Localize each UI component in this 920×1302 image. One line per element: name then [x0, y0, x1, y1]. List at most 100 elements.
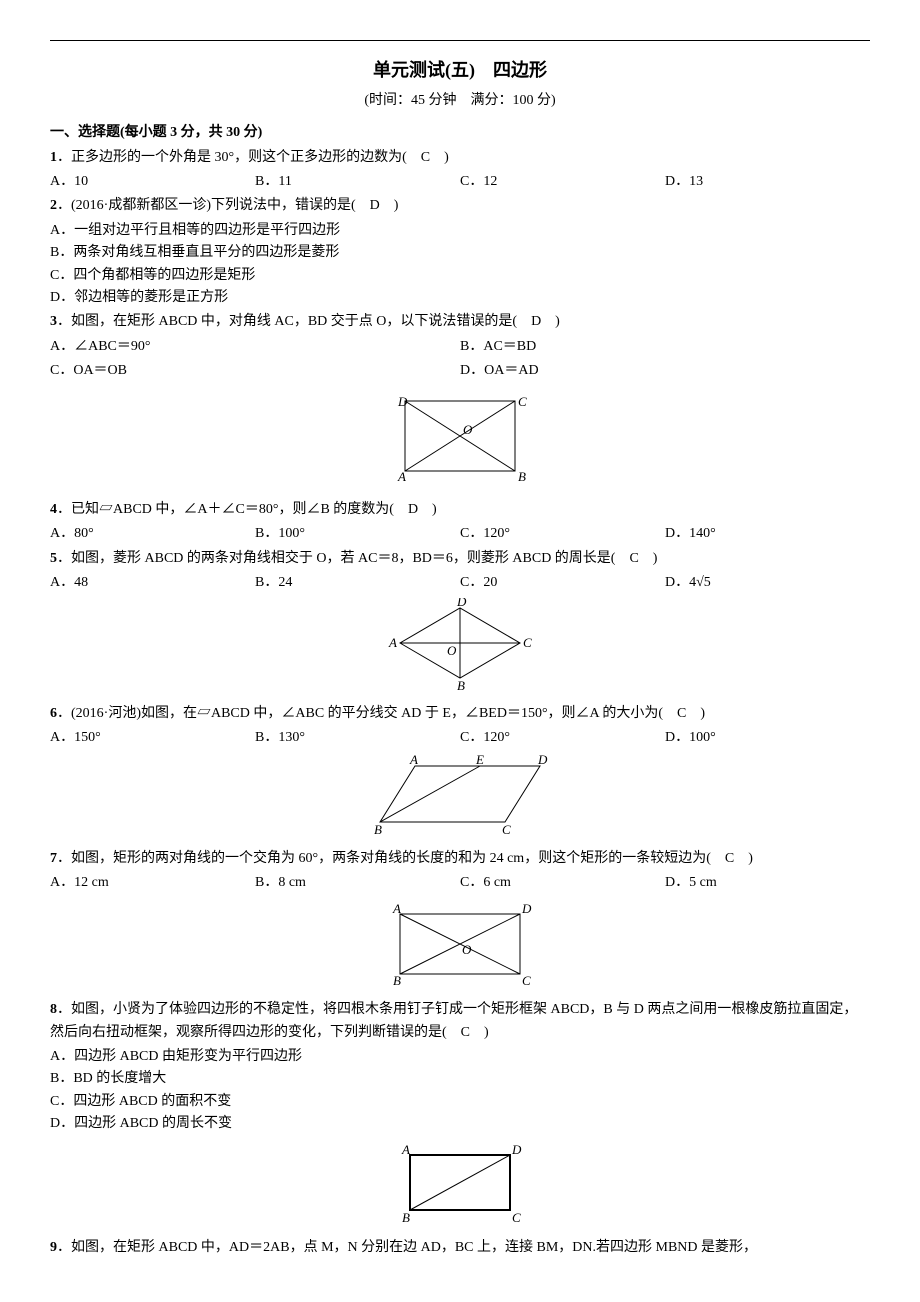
q6-opt-b: B．130°: [255, 727, 460, 749]
q7-text: ．如图，矩形的两对角线的一个交角为 60°，两条对角线的长度的和为 24 cm，…: [57, 851, 753, 866]
q7-opt-a: A．12 cm: [50, 872, 255, 894]
svg-text:E: E: [475, 754, 484, 767]
svg-text:D: D: [521, 901, 532, 916]
svg-text:C: C: [522, 973, 531, 987]
q3-opt-b: B．AC＝BD: [460, 336, 870, 358]
q6-figure: A E D B C: [50, 754, 870, 844]
q3-options-row1: A．∠ABC＝90° B．AC＝BD: [50, 336, 870, 358]
q7-num: 7: [50, 851, 57, 866]
svg-text:O: O: [447, 643, 457, 658]
svg-text:B: B: [518, 469, 526, 484]
rectangle-bd-icon: A D B C: [390, 1140, 530, 1225]
question-9: 9．如图，在矩形 ABCD 中，AD＝2AB，点 M，N 分别在边 AD，BC …: [50, 1237, 870, 1259]
q4-num: 4: [50, 502, 57, 517]
section-1-heading: 一、选择题(每小题 3 分，共 30 分): [50, 122, 870, 144]
svg-text:C: C: [518, 394, 527, 409]
rhombus-icon: A B C D O: [385, 598, 535, 690]
top-rule: [50, 40, 870, 41]
q2-opt-a: A．一组对边平行且相等的四边形是平行四边形: [50, 220, 870, 242]
q2-num: 2: [50, 198, 57, 213]
question-7: 7．如图，矩形的两对角线的一个交角为 60°，两条对角线的长度的和为 24 cm…: [50, 848, 870, 870]
q1-opt-b: B．11: [255, 171, 460, 193]
q8-opt-c: C．四边形 ABCD 的面积不变: [50, 1091, 870, 1113]
q1-options: A．10 B．11 C．12 D．13: [50, 171, 870, 193]
q2-text: ．(2016·成都新都区一诊)下列说法中，错误的是( D ): [57, 198, 398, 213]
q5-figure: A B C D O: [50, 598, 870, 698]
q7-opt-d: D．5 cm: [665, 872, 870, 894]
svg-text:A: A: [392, 901, 401, 916]
svg-text:B: B: [374, 822, 382, 836]
q1-num: 1: [50, 150, 57, 165]
q4-opt-d: D．140°: [665, 523, 870, 545]
q6-opt-c: C．120°: [460, 727, 665, 749]
question-1: 1．正多边形的一个外角是 30°，则这个正多边形的边数为( C ): [50, 147, 870, 169]
q2-opt-b: B．两条对角线互相垂直且平分的四边形是菱形: [50, 242, 870, 264]
question-6: 6．(2016·河池)如图，在▱ABCD 中，∠ABC 的平分线交 AD 于 E…: [50, 703, 870, 725]
svg-text:C: C: [502, 822, 511, 836]
q9-num: 9: [50, 1240, 57, 1255]
rectangle-diagonals-icon: D C A B O: [390, 386, 530, 486]
q4-opt-b: B．100°: [255, 523, 460, 545]
q5-opt-d: D．4√5: [665, 572, 870, 594]
q8-num: 8: [50, 1002, 57, 1017]
q1-opt-a: A．10: [50, 171, 255, 193]
q9-text: ．如图，在矩形 ABCD 中，AD＝2AB，点 M，N 分别在边 AD，BC 上…: [57, 1240, 757, 1255]
q3-figure: D C A B O: [50, 386, 870, 494]
q2-opt-c: C．四个角都相等的四边形是矩形: [50, 265, 870, 287]
svg-text:C: C: [512, 1210, 521, 1225]
q8-text: ．如图，小贤为了体验四边形的不稳定性，将四根木条用钉子钉成一个矩形框架 ABCD…: [50, 1002, 857, 1039]
q6-opt-d: D．100°: [665, 727, 870, 749]
svg-text:D: D: [456, 598, 467, 609]
q8-opt-d: D．四边形 ABCD 的周长不变: [50, 1113, 870, 1135]
q7-opt-c: C．6 cm: [460, 872, 665, 894]
svg-text:A: A: [397, 469, 406, 484]
question-5: 5．如图，菱形 ABCD 的两条对角线相交于 O，若 AC＝8，BD＝6，则菱形…: [50, 548, 870, 570]
q6-opt-a: A．150°: [50, 727, 255, 749]
q3-opt-a: A．∠ABC＝90°: [50, 336, 460, 358]
svg-text:A: A: [401, 1142, 410, 1157]
q8-opt-a: A．四边形 ABCD 由矩形变为平行四边形: [50, 1046, 870, 1068]
q3-num: 3: [50, 314, 57, 329]
svg-text:D: D: [511, 1142, 522, 1157]
q1-opt-c: C．12: [460, 171, 665, 193]
svg-text:A: A: [388, 635, 397, 650]
question-4: 4．已知▱ABCD 中，∠A＋∠C＝80°，则∠B 的度数为( D ): [50, 499, 870, 521]
svg-text:B: B: [457, 678, 465, 690]
q4-options: A．80° B．100° C．120° D．140°: [50, 523, 870, 545]
q4-text: ．已知▱ABCD 中，∠A＋∠C＝80°，则∠B 的度数为( D ): [57, 502, 437, 517]
svg-text:D: D: [537, 754, 548, 767]
q3-text: ．如图，在矩形 ABCD 中，对角线 AC，BD 交于点 O，以下说法错误的是(…: [57, 314, 560, 329]
q5-opt-c: C．20: [460, 572, 665, 594]
svg-text:O: O: [463, 422, 473, 437]
q6-num: 6: [50, 706, 57, 721]
q3-opt-c: C．OA＝OB: [50, 360, 460, 382]
svg-text:B: B: [393, 973, 401, 987]
q5-num: 5: [50, 551, 57, 566]
svg-text:B: B: [402, 1210, 410, 1225]
q4-opt-a: A．80°: [50, 523, 255, 545]
q4-opt-c: C．120°: [460, 523, 665, 545]
page-title: 单元测试(五) 四边形: [50, 56, 870, 85]
q5-opt-b: B．24: [255, 572, 460, 594]
question-8: 8．如图，小贤为了体验四边形的不稳定性，将四根木条用钉子钉成一个矩形框架 ABC…: [50, 999, 870, 1044]
q8-figure: A D B C: [50, 1140, 870, 1233]
q1-opt-d: D．13: [665, 171, 870, 193]
rectangle-diagonals2-icon: A D B C O: [385, 899, 535, 987]
q7-opt-b: B．8 cm: [255, 872, 460, 894]
q6-options: A．150° B．130° C．120° D．100°: [50, 727, 870, 749]
q5-text: ．如图，菱形 ABCD 的两条对角线相交于 O，若 AC＝8，BD＝6，则菱形 …: [57, 551, 657, 566]
q3-opt-d: D．OA＝AD: [460, 360, 870, 382]
q7-options: A．12 cm B．8 cm C．6 cm D．5 cm: [50, 872, 870, 894]
q6-text: ．(2016·河池)如图，在▱ABCD 中，∠ABC 的平分线交 AD 于 E，…: [57, 706, 705, 721]
q5-options: A．48 B．24 C．20 D．4√5: [50, 572, 870, 594]
q5-opt-a: A．48: [50, 572, 255, 594]
q8-opt-b: B．BD 的长度增大: [50, 1068, 870, 1090]
q1-text: ．正多边形的一个外角是 30°，则这个正多边形的边数为( C ): [57, 150, 449, 165]
svg-text:C: C: [523, 635, 532, 650]
svg-text:O: O: [462, 942, 472, 957]
q2-opt-d: D．邻边相等的菱形是正方形: [50, 287, 870, 309]
svg-text:A: A: [409, 754, 418, 767]
question-3: 3．如图，在矩形 ABCD 中，对角线 AC，BD 交于点 O，以下说法错误的是…: [50, 311, 870, 333]
page-subtitle: (时间：45 分钟 满分：100 分): [50, 90, 870, 112]
q7-figure: A D B C O: [50, 899, 870, 995]
